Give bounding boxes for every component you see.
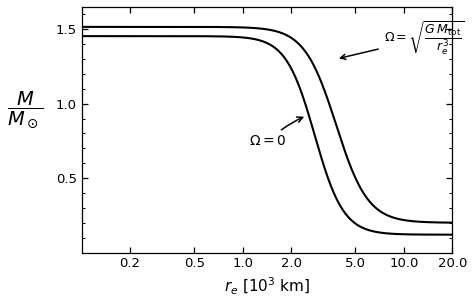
- Y-axis label: $\dfrac{M}{M_\odot}$: $\dfrac{M}{M_\odot}$: [7, 89, 43, 130]
- Text: $\Omega=\sqrt{\dfrac{G\,M_{\rm tot}}{r_e^3}}$: $\Omega=\sqrt{\dfrac{G\,M_{\rm tot}}{r_e…: [340, 19, 465, 59]
- X-axis label: $r_e\ [10^3\ \mathrm{km}]$: $r_e\ [10^3\ \mathrm{km}]$: [224, 276, 310, 297]
- Text: $\Omega=0$: $\Omega=0$: [249, 117, 303, 148]
